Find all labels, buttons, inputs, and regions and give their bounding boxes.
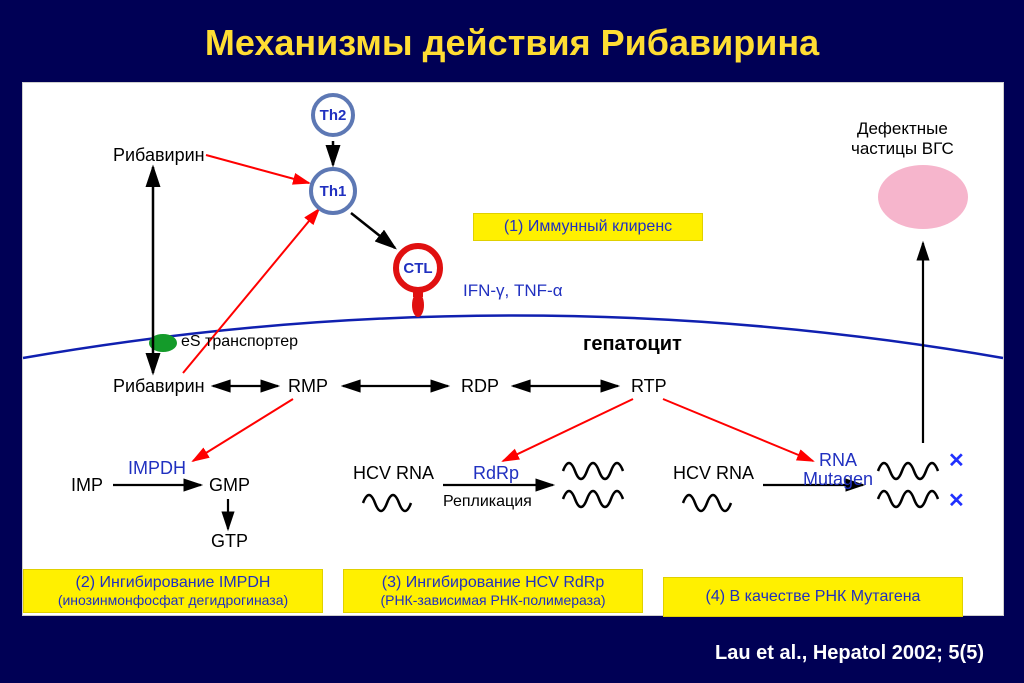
hepatocyte-label: гепатоцит <box>583 333 682 356</box>
citation-text: Lau et al., Hepatol 2002; 5(5) <box>0 642 984 665</box>
ribavirin-in-label: Рибавирин <box>113 376 205 397</box>
rdp-label: RDP <box>461 376 499 397</box>
rna-mutagen-label: RNA Mutagen <box>803 451 873 489</box>
ctl-node: CTL <box>393 243 443 293</box>
box2-line2: (инозинмонфосфат дегидрогиназа) <box>30 592 316 608</box>
imp-label: IMP <box>71 475 103 496</box>
es-transporter-label: eS транспортер <box>181 333 298 351</box>
box3-line1: (3) Ингибирование HCV RdRp <box>350 574 636 592</box>
th1-label: Th1 <box>320 183 347 200</box>
box-immune-clearance: (1) Иммунный клиренс <box>473 213 703 241</box>
replication-label: Репликация <box>443 493 532 511</box>
rmp-label: RMP <box>288 376 328 397</box>
svg-text:✕: ✕ <box>948 490 965 512</box>
gmp-label: GMP <box>209 475 250 496</box>
box4-text: (4) В качестве РНК Мутагена <box>706 588 921 605</box>
rdrp-label: RdRp <box>473 463 519 484</box>
box3-line2: (РНК-зависимая РНК-полимераза) <box>350 592 636 608</box>
ifn-tnf-label: IFN-γ, TNF-α <box>463 281 563 301</box>
slide-title: Механизмы действия Рибавирина <box>0 22 1024 64</box>
gtp-label: GTP <box>211 531 248 552</box>
defective-label: Дефектные частицы ВГС <box>851 119 954 159</box>
svg-text:✕: ✕ <box>948 450 965 472</box>
slide-root: Механизмы действия Рибавирина <box>0 0 1024 683</box>
th1-node: Th1 <box>309 167 357 215</box>
diagram-canvas: ✕ ✕ ✕ Th2 Th1 CTL Рибавирин eS транспорт… <box>22 82 1004 616</box>
box-mutagen: (4) В качестве РНК Мутагена <box>663 577 963 617</box>
ribavirin-out-label: Рибавирин <box>113 145 205 166</box>
ctl-label: CTL <box>403 260 432 277</box>
box-rdrp: (3) Ингибирование HCV RdRp (РНК-зависима… <box>343 569 643 613</box>
hcvrna1-label: HCV RNA <box>353 463 434 484</box>
defective-particle <box>878 165 968 229</box>
box-impdh: (2) Ингибирование IMPDH (инозинмонфосфат… <box>23 569 323 613</box>
rtp-label: RTP <box>631 376 667 397</box>
th2-node: Th2 <box>311 93 355 137</box>
impdh-label: IMPDH <box>128 458 186 479</box>
th2-label: Th2 <box>320 107 347 124</box>
box1-text: (1) Иммунный клиренс <box>504 218 672 235</box>
hcvrna2-label: HCV RNA <box>673 463 754 484</box>
box2-line1: (2) Ингибирование IMPDH <box>30 574 316 592</box>
